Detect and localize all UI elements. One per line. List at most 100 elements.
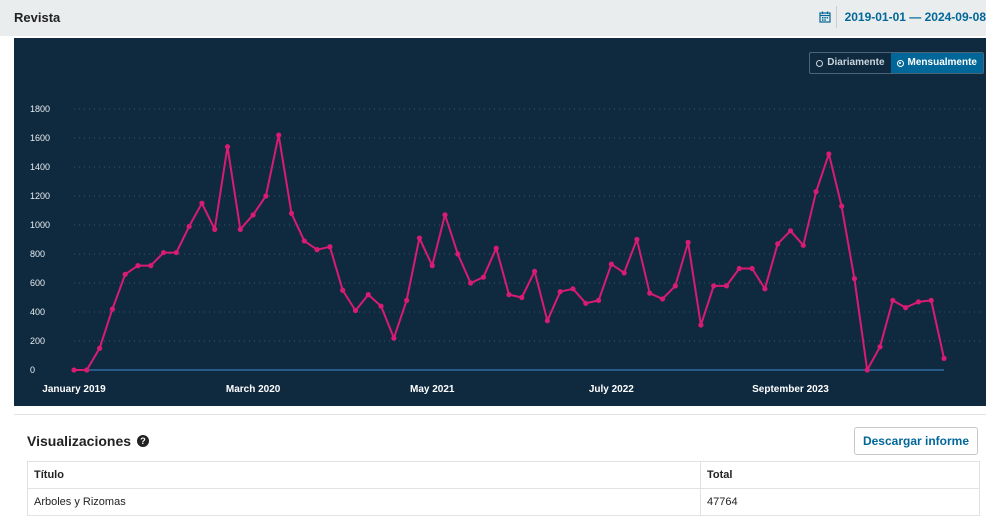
y-tick-label: 1400 [30, 162, 50, 172]
data-point [928, 297, 934, 303]
date-range-text[interactable]: 2019-01-01 — 2024-09-08 [844, 10, 986, 24]
data-point [263, 193, 269, 199]
data-point [314, 247, 320, 253]
data-point [404, 297, 410, 303]
data-point [340, 287, 346, 293]
y-tick-label: 1800 [30, 104, 50, 114]
column-header-total: Total [700, 461, 980, 489]
views-line-chart: 0 200 400 600 800 1000 1200 1400 1600 1800 January… [30, 104, 984, 395]
data-point [583, 300, 589, 306]
data-point [826, 151, 832, 157]
data-point [224, 144, 231, 150]
x-tick-label: May 2021 [410, 384, 455, 395]
data-point [698, 322, 704, 328]
data-point [237, 226, 243, 232]
table-row[interactable]: Arboles y Rizomas 47764 [27, 488, 980, 516]
data-point [864, 367, 870, 373]
data-point [148, 263, 154, 269]
data-point [672, 283, 678, 289]
y-tick-label: 600 [30, 278, 45, 288]
data-point [442, 212, 448, 218]
toggle-monthly-label: Mensualmente [907, 57, 977, 68]
data-point [84, 367, 90, 373]
data-point [173, 249, 179, 256]
data-point [480, 274, 487, 280]
data-point [276, 132, 282, 138]
data-point [787, 228, 794, 234]
data-point [109, 306, 115, 312]
download-report-button[interactable]: Descargar informe [853, 427, 978, 455]
data-point [851, 276, 858, 282]
y-tick-label: 400 [30, 307, 45, 317]
data-point [685, 239, 691, 245]
data-point [378, 303, 384, 309]
row-title[interactable]: Arboles y Rizomas [27, 488, 701, 516]
y-tick-label: 1000 [30, 220, 50, 230]
data-point [416, 235, 423, 241]
interval-toggle[interactable]: Diariamente Mensualmente [809, 52, 984, 74]
data-point [122, 271, 128, 277]
data-point [365, 292, 371, 298]
data-point [544, 318, 550, 324]
visualizations-heading: Visualizaciones ? [27, 433, 150, 449]
row-total: 47764 [700, 488, 980, 516]
y-tick-label: 0 [30, 365, 35, 375]
data-point [71, 367, 77, 373]
page-header: Revista 2019-01-01 — 2024-09-08 [0, 0, 986, 36]
data-point [212, 226, 218, 232]
x-tick-label: January 2019 [42, 384, 106, 395]
column-header-title: Título [27, 461, 701, 489]
data-point [301, 238, 307, 244]
data-point [327, 244, 333, 250]
data-point [199, 200, 205, 206]
table-header-row: Título Total [27, 461, 980, 489]
data-point [915, 299, 922, 305]
data-point [762, 286, 768, 292]
x-tick-label: July 2022 [589, 384, 634, 395]
data-point [647, 290, 653, 296]
data-point [877, 344, 883, 350]
data-point [570, 286, 576, 292]
data-point [659, 296, 666, 302]
data-point [723, 283, 730, 289]
data-point [135, 263, 141, 269]
data-point [506, 292, 512, 298]
data-point [736, 265, 742, 272]
toggle-daily-label: Diariamente [827, 57, 885, 68]
data-point [903, 305, 909, 311]
data-point [493, 245, 499, 251]
visualizations-section: Visualizaciones ? Descargar informe Títu… [14, 414, 986, 517]
visualizations-title: Visualizaciones [27, 433, 132, 449]
x-tick-label: September 2023 [752, 384, 829, 395]
data-point [557, 289, 563, 295]
data-point [352, 307, 359, 314]
y-tick-label: 200 [30, 336, 45, 346]
data-point [800, 242, 806, 248]
date-range-picker[interactable]: 2019-01-01 — 2024-09-08 [814, 5, 986, 29]
y-tick-label: 1600 [30, 133, 50, 143]
data-point [391, 335, 397, 341]
data-point [531, 268, 538, 274]
data-point [839, 203, 845, 209]
data-point [711, 283, 717, 289]
y-tick-label: 800 [30, 249, 45, 259]
page-title: Revista [14, 10, 61, 25]
data-point [634, 236, 640, 243]
data-point [186, 223, 192, 230]
toggle-monthly[interactable]: Mensualmente [890, 53, 983, 73]
data-point [468, 280, 474, 286]
toggle-daily[interactable]: Diariamente [810, 53, 890, 73]
radio-on-icon [896, 59, 904, 67]
y-tick-label: 1200 [30, 191, 50, 201]
data-point [250, 212, 256, 218]
radio-off-icon [816, 59, 824, 67]
question-circle-icon[interactable]: ? [137, 435, 150, 447]
chart-panel: 0 200 400 600 800 1000 1200 1400 1600 1800 January… [14, 38, 986, 406]
data-point [96, 345, 103, 351]
data-point [813, 189, 819, 195]
data-point [455, 251, 461, 257]
data-point [288, 210, 295, 216]
data-point [775, 241, 781, 247]
calendar-icon[interactable] [814, 6, 837, 28]
series-line [74, 134, 945, 371]
